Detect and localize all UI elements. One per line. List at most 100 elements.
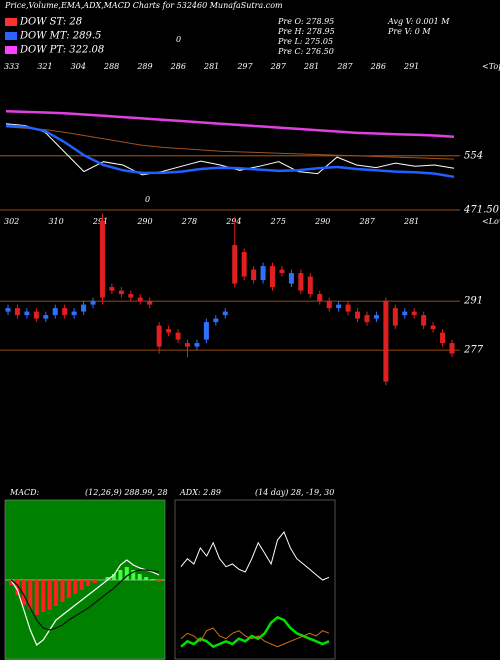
histogram-bar [157,580,161,582]
x-label: 302 [4,217,19,226]
x-label: 310 [48,217,63,226]
candle-body [270,266,276,288]
histogram-bar [28,580,33,610]
candle-body [184,343,190,347]
candle-body [279,269,285,274]
histogram-bar [66,580,71,598]
candle-body [147,301,153,305]
candle-body [14,308,20,316]
x-label: 278 [181,217,197,226]
candle-body [90,301,96,305]
candle-body [194,343,200,347]
stat: Pre L: 275.05 [277,37,333,46]
legend-label: DOW MT: 289.5 [19,31,101,42]
series-line [180,627,330,648]
x-label: 275 [270,217,286,226]
x-label: 321 [37,62,52,71]
candle-body [383,301,389,382]
x-label: 287 [336,62,353,71]
candle-body [24,311,30,316]
histogram-bar [124,567,129,580]
histogram-bar [137,574,142,580]
series-line [10,569,160,631]
x-label: 333 [4,62,19,71]
candle-body [137,297,143,302]
candle-body [232,245,238,284]
legend-swatch [5,18,17,26]
candle-body [260,266,266,281]
candle-body [241,252,247,277]
candle-body [364,315,370,323]
candle-body [203,322,209,340]
panel-title: MACD: [9,488,40,497]
histogram-bar [54,580,59,606]
candle-body [402,311,408,316]
stat: Pre O: 278.95 [277,17,334,26]
panel-subtitle: (14 day) 28, -19, 30 [255,488,334,497]
x-label: 304 [71,62,86,71]
legend-swatch [5,32,17,40]
candle-body [128,294,134,298]
side-label: <Tops [482,62,500,71]
candle-body [421,315,427,326]
candle-body [43,315,49,319]
candle-body [355,311,361,319]
candle-body [345,304,351,312]
side-label: <Lows [482,217,500,226]
candle-body [326,301,332,309]
series-line [180,531,330,581]
candle-body [430,325,436,330]
candle-body [288,273,294,284]
y-tick-label: 471.50 [463,204,500,215]
panel-subtitle: (12,26,9) 288.99, 28 [85,488,168,497]
y-tick-label: 554 [464,150,483,161]
candle-body [392,308,398,326]
candle-body [71,311,77,316]
candle-body [5,308,11,312]
histogram-bar [15,580,20,595]
panel-border [4,499,166,660]
histogram-bar [34,580,39,615]
histogram-bar [111,574,116,580]
histogram-bar [73,580,78,594]
histogram-bar [60,580,65,602]
x-label: 281 [203,62,219,71]
series-line [10,559,160,646]
candle-body [166,329,172,333]
candle-body [222,311,228,316]
x-label: 290 [136,217,152,226]
x-label: 291 [403,62,419,71]
candle-body [307,276,313,295]
histogram-bar [9,580,13,585]
legend-label: DOW PT: 322.08 [19,45,104,56]
x-label: 288 [103,62,119,71]
x-label: 287 [359,217,376,226]
candle-body [81,304,87,312]
series-line [5,109,455,139]
histogram-bar [150,579,155,580]
x-label: 294 [225,217,241,226]
histogram-bar [118,570,123,580]
histogram-bar [41,580,46,612]
x-label: 290 [314,217,330,226]
x-label: 289 [136,62,152,71]
candle-body [298,273,304,291]
candle-body [156,325,162,347]
histogram-bar [86,580,91,586]
candle-body [373,315,379,319]
y-tick-label: 291 [463,296,483,307]
x-label: 286 [370,62,386,71]
histogram-bar [47,580,52,610]
histogram-bar [92,580,97,583]
candle-body [175,332,181,340]
note: 0 [176,35,181,44]
panel-border [174,499,336,660]
legend-label: DOW ST: 28 [19,17,82,28]
histogram-bar [21,580,26,605]
candle-body [62,308,68,316]
histogram-bar [79,580,84,590]
panel-title: ADX: 2.89 [179,488,221,497]
series-line [5,124,455,179]
